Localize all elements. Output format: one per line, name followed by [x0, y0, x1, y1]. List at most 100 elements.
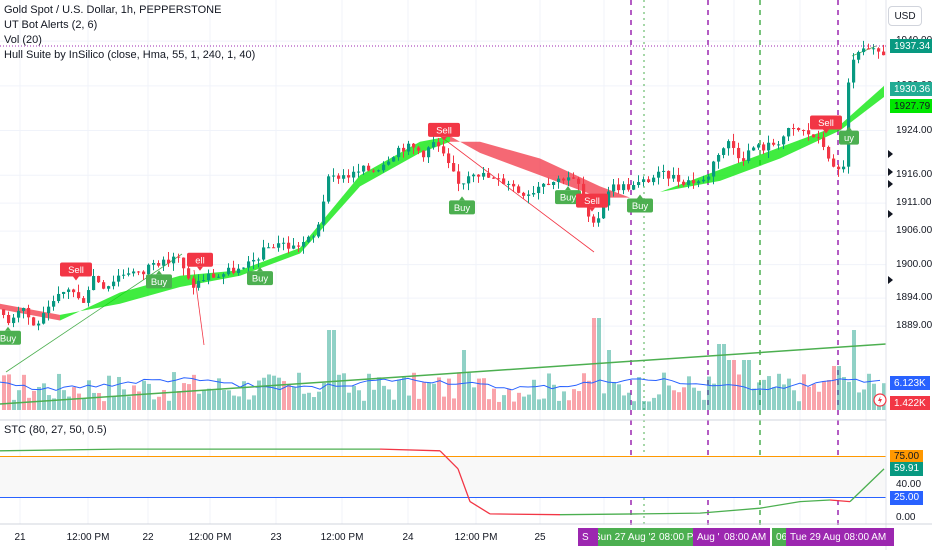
arrow-markers [888, 150, 893, 284]
candle-body [87, 290, 91, 303]
candle-body [762, 144, 766, 151]
symbol-title[interactable]: Gold Spot / U.S. Dollar, 1h, PEPPERSTONE [4, 4, 222, 16]
volume-bar [2, 375, 6, 410]
volume-bar [852, 330, 856, 410]
volume-bar [122, 389, 126, 410]
volume-bar [667, 385, 671, 410]
indicator-stc[interactable]: STC (80, 27, 50, 0.5) [4, 424, 107, 436]
volume-bar [612, 381, 616, 410]
volume-bar [217, 378, 221, 410]
volume-bar [577, 391, 581, 410]
candle-body [312, 236, 316, 238]
currency-button[interactable]: USD [888, 6, 922, 26]
volume-tag: 6.123K [890, 376, 930, 390]
volume-bar [157, 396, 161, 410]
candle-body [277, 243, 281, 248]
alert-icon[interactable] [873, 393, 887, 407]
indicator-hull-suite[interactable]: Hull Suite by InSilico (close, Hma, 55, … [4, 49, 256, 61]
candle-body [162, 259, 166, 266]
signal-text: Buy [151, 277, 168, 288]
volume-bar [142, 380, 146, 410]
candle-body [867, 48, 871, 50]
candle-body [322, 201, 326, 225]
volume-bar [77, 393, 81, 410]
candle-body [177, 256, 181, 258]
volume-bar [572, 389, 576, 410]
candle-body [582, 183, 586, 201]
volume-bar [847, 381, 851, 410]
hull-segment [480, 141, 540, 176]
volume-bar [807, 386, 811, 410]
candle-body [747, 150, 751, 162]
candle-body [462, 183, 466, 185]
candle-body [817, 137, 821, 139]
volume-bar [767, 376, 771, 410]
time-highlight-tag: 08:00 AM [720, 528, 770, 546]
volume-bar [162, 389, 166, 410]
volume-bar [92, 392, 96, 410]
volume-bar [812, 383, 816, 410]
candle-body [447, 153, 451, 164]
candle-body [782, 136, 786, 145]
candle-body [157, 263, 161, 266]
candle-body [837, 166, 841, 170]
volume-bar [212, 390, 216, 410]
candle-body [682, 181, 686, 185]
buy-signal: uy [839, 126, 859, 145]
candle-body [337, 175, 341, 179]
volume-bar [167, 400, 171, 410]
volume-bar [537, 399, 541, 410]
volume-bar [222, 389, 226, 410]
price-tick: 1894.00 [896, 292, 932, 304]
volume-bar [172, 372, 176, 410]
candle-body [217, 276, 221, 278]
candle-body [502, 178, 506, 184]
volume-bar [332, 330, 336, 410]
volume-bar [382, 385, 386, 410]
hull-segment [300, 175, 360, 254]
price-tag: 1930.36 [890, 82, 932, 96]
volume-bar [562, 391, 566, 410]
candle-body [807, 130, 811, 135]
volume-bar [622, 395, 626, 410]
volume-bar [517, 392, 521, 410]
volume-bar [207, 388, 211, 410]
candle-body [437, 142, 441, 147]
candle-body [167, 259, 171, 264]
volume-bar [512, 401, 516, 410]
volume-bar [302, 393, 306, 410]
volume-bar [112, 396, 116, 410]
time-highlight-tag: 08:00 AM [840, 528, 894, 546]
volume-bar [342, 373, 346, 410]
sell-signal: Sell [60, 262, 92, 281]
candle-body [882, 51, 886, 56]
trend-lines [0, 45, 887, 405]
indicator-ut-bot[interactable]: UT Bot Alerts (2, 6) [4, 19, 98, 31]
time-highlight-tag: Tue 29 Aug '23 [786, 528, 857, 546]
volume-bar [17, 390, 21, 410]
candle-body [707, 176, 711, 180]
candle-body [657, 171, 661, 178]
volume-bar [12, 399, 16, 410]
buy-signal: Buy [0, 326, 21, 345]
volume-bar [697, 390, 701, 410]
volume-bar [132, 385, 136, 410]
candle-body [627, 184, 631, 190]
candle-body [792, 128, 796, 130]
volume-bar [102, 401, 106, 410]
volume-bar [287, 384, 291, 410]
volume-bar [522, 396, 526, 410]
candle-body [822, 137, 826, 147]
candle-body [767, 142, 771, 151]
volume-bar [422, 382, 426, 410]
indicator-volume[interactable]: Vol (20) [4, 34, 42, 46]
candle-body [507, 183, 511, 185]
signal-text: Sell [68, 265, 84, 276]
candle-body [847, 82, 851, 167]
candle-body [267, 247, 271, 249]
candle-body [577, 178, 581, 184]
candle-body [572, 177, 576, 179]
buy-signal: Buy [146, 270, 172, 289]
